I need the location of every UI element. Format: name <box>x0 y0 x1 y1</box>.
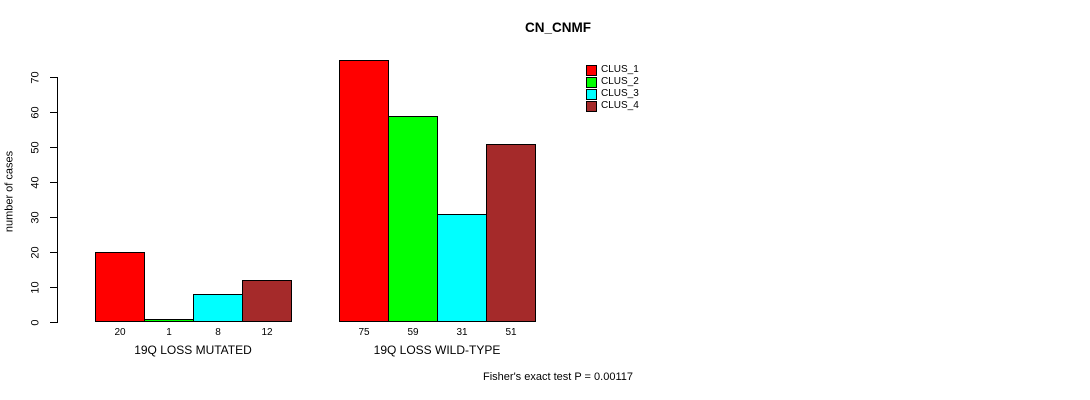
legend: CLUS_1 CLUS_2 CLUS_3 CLUS_4 <box>586 64 639 112</box>
bar-value-label: 31 <box>456 327 468 338</box>
legend-item-label: CLUS_1 <box>601 64 639 75</box>
bar-clus_1-group1 <box>95 252 145 322</box>
category-label: 19Q LOSS WILD-TYPE <box>373 343 501 357</box>
y-axis-tick <box>50 146 57 148</box>
bar-value-label: 20 <box>114 327 126 338</box>
y-axis-tick <box>50 216 57 218</box>
y-axis-tick <box>50 251 57 253</box>
y-axis-tick <box>50 181 57 183</box>
bar-value-label: 75 <box>358 327 370 338</box>
category-label: 19Q LOSS MUTATED <box>134 343 252 357</box>
bar-value-label: 8 <box>215 327 221 338</box>
y-axis-tick-label: 50 <box>29 140 42 154</box>
y-axis-tick-label: 60 <box>29 105 42 119</box>
bar-value-label: 59 <box>407 327 419 338</box>
chart-title: CN_CNMF <box>525 20 591 35</box>
fisher-test-annotation: Fisher's exact test P = 0.00117 <box>483 371 633 383</box>
bar-clus_1-group2 <box>339 59 389 322</box>
y-axis-tick-label: 70 <box>29 70 42 84</box>
legend-item-label: CLUS_4 <box>601 100 639 111</box>
bar-clus_4-group2 <box>486 143 536 322</box>
legend-item-clus_4: CLUS_4 <box>586 100 639 112</box>
y-axis-line <box>57 77 58 323</box>
y-axis-tick-label: 20 <box>29 245 42 259</box>
bar-value-label: 1 <box>166 327 172 338</box>
y-axis-label: number of cases <box>3 150 16 233</box>
y-axis-tick-label: 40 <box>29 175 42 189</box>
legend-swatch-icon <box>586 88 597 100</box>
legend-item-label: CLUS_2 <box>601 76 639 87</box>
y-axis-tick <box>50 76 57 78</box>
bar-clus_3-group1 <box>193 294 243 322</box>
bar-clus_4-group1 <box>242 280 292 322</box>
y-axis-tick-label: 0 <box>29 318 42 326</box>
bar-value-label: 51 <box>505 327 517 338</box>
legend-item-clus_1: CLUS_1 <box>586 64 639 76</box>
y-axis-tick <box>50 321 57 323</box>
legend-swatch-icon <box>586 64 597 76</box>
y-axis-tick <box>50 286 57 288</box>
legend-swatch-icon <box>586 76 597 88</box>
y-axis-tick-label: 30 <box>29 210 42 224</box>
bar-clus_3-group2 <box>437 213 487 322</box>
legend-item-clus_2: CLUS_2 <box>586 76 639 88</box>
y-axis-tick <box>50 111 57 113</box>
bar-clus_2-group1 <box>144 318 194 322</box>
legend-swatch-icon <box>586 100 597 112</box>
y-axis-tick-label: 10 <box>29 280 42 294</box>
legend-item-clus_3: CLUS_3 <box>586 88 639 100</box>
bar-clus_2-group2 <box>388 115 438 322</box>
bar-value-label: 12 <box>261 327 273 338</box>
legend-item-label: CLUS_3 <box>601 88 639 99</box>
